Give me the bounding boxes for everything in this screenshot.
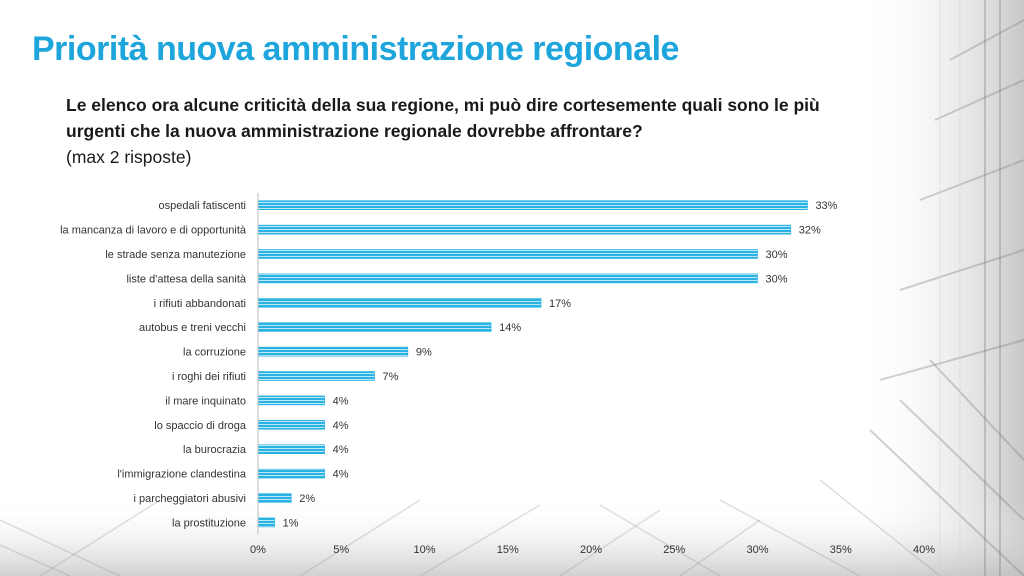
category-label: i rifiuti abbandonati [154, 298, 246, 310]
slide-title: Priorità nuova amministrazione regionale [32, 30, 679, 68]
bar [257, 273, 758, 284]
bar [257, 346, 409, 357]
value-label: 4% [333, 395, 349, 407]
bar [257, 322, 492, 333]
bar [257, 371, 375, 381]
value-label: 4% [333, 469, 349, 481]
bar [257, 224, 792, 235]
category-label: la corruzione [183, 347, 246, 359]
category-label: la mancanza di lavoro e di opportunità [60, 225, 247, 237]
bar [257, 200, 808, 210]
category-label: le strade senza manutezione [105, 249, 246, 261]
x-tick-label: 20% [580, 544, 602, 556]
x-tick-label: 25% [663, 544, 685, 556]
category-label: lo spaccio di droga [154, 420, 247, 432]
value-label: 33% [815, 200, 837, 212]
value-label: 32% [799, 225, 821, 237]
value-label: 14% [499, 322, 521, 334]
value-label: 17% [549, 298, 571, 310]
category-label: liste d'attesa della sanità [126, 273, 246, 285]
bar [257, 395, 325, 406]
value-label: 4% [333, 420, 349, 432]
x-tick-label: 5% [333, 544, 349, 556]
question-note: (max 2 risposte) [66, 147, 192, 167]
category-label: autobus e treni vecchi [139, 322, 246, 334]
x-tick-label: 15% [497, 544, 519, 556]
value-label: 4% [333, 444, 349, 456]
value-label: 7% [383, 371, 399, 383]
bar [257, 444, 325, 455]
bar [257, 419, 325, 430]
value-label: 30% [766, 249, 788, 261]
x-tick-label: 0% [250, 544, 266, 556]
bar [257, 493, 292, 503]
bar [257, 517, 275, 528]
bar [257, 297, 542, 308]
category-label: la prostituzione [172, 517, 246, 529]
x-tick-label: 40% [913, 544, 935, 556]
survey-question: Le elenco ora alcune criticità della sua… [66, 92, 826, 170]
value-label: 2% [299, 493, 315, 505]
category-label: l'immigrazione clandestina [117, 469, 247, 481]
bar [257, 249, 758, 259]
x-tick-label: 10% [413, 544, 435, 556]
category-label: la burocrazia [183, 444, 247, 456]
value-label: 1% [283, 517, 299, 529]
value-label: 9% [416, 347, 432, 359]
category-label: i roghi dei rifiuti [172, 371, 246, 383]
x-tick-label: 35% [830, 544, 852, 556]
bar [257, 468, 325, 479]
question-text: Le elenco ora alcune criticità della sua… [66, 95, 820, 141]
value-label: 30% [766, 273, 788, 285]
category-label: il mare inquinato [165, 395, 246, 407]
category-label: ospedali fatiscenti [159, 200, 246, 212]
x-tick-label: 30% [746, 544, 768, 556]
category-label: i parcheggiatori abusivi [133, 493, 246, 505]
